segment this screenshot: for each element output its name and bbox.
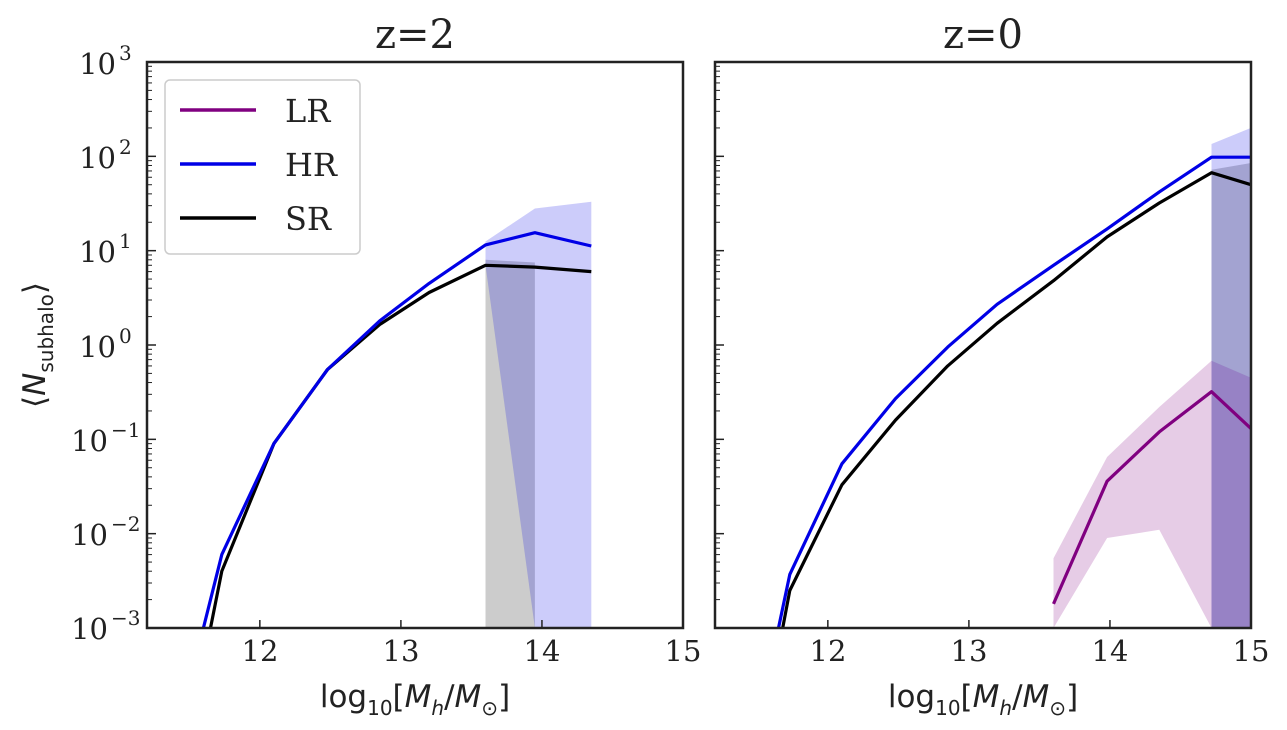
panel-z2-ticks [147, 61, 684, 629]
panel-z0-xlabel: log10[Mh/M⊙] [888, 679, 1078, 720]
ytick-1e2-exp: 2 [119, 135, 132, 159]
ytick-1e3-exp: 3 [119, 41, 132, 65]
panel-z2-ytick-labels: 10 3 10 2 10 1 10 0 10 −1 10 −2 10 −3 [71, 41, 140, 646]
legend: LR HR SR [164, 79, 361, 255]
ytick-1em3-exp: −3 [111, 606, 140, 630]
series-line-sr-panel1 [781, 171, 1251, 628]
panel-z2-lines [201, 231, 592, 628]
ytick-1e1-exp: 1 [119, 229, 132, 253]
panel-z0-ticks [715, 61, 1252, 629]
panel-z2-xlabel: log10[Mh/M⊙] [320, 679, 510, 720]
series-line-hr-panel1 [776, 155, 1251, 628]
band-lr-panel1 [1053, 360, 1251, 628]
ytick-1em3: 10 [71, 612, 108, 646]
ytick-1em2: 10 [71, 518, 108, 552]
panel-z0-lines [776, 155, 1251, 628]
panel-z2-xtick-15: 15 [665, 634, 702, 668]
panel-z2-xtick-12: 12 [242, 634, 279, 668]
panel-z0: z=0 12 13 14 15 log10[Mh/M⊙] [713, 12, 1270, 720]
legend-label-sr: SR [285, 200, 332, 238]
panel-z0-xtick-14: 14 [1092, 634, 1129, 668]
panel-z0-title: z=0 [943, 12, 1023, 58]
series-line-sr-panel0 [208, 263, 592, 628]
series-line-lr-panel1 [1052, 390, 1251, 605]
panel-z0-xtick-15: 15 [1233, 634, 1270, 668]
panel-z2: z=2 12 13 14 15 10 3 10 2 10 1 10 0 10 −… [17, 12, 701, 720]
legend-label-lr: LR [285, 92, 331, 130]
panel-z2-title: z=2 [375, 12, 455, 58]
series-line-hr-panel0 [201, 231, 592, 628]
band-hr-panel1 [1211, 127, 1251, 628]
legend-box [164, 79, 361, 255]
ytick-1em1-exp: −1 [111, 418, 140, 442]
ytick-1em2-exp: −2 [111, 512, 140, 536]
panel-z0-xtick-12: 12 [810, 634, 847, 668]
panel-z2-xtick-14: 14 [524, 634, 561, 668]
band-sr-panel1 [1211, 163, 1251, 628]
ytick-1e2: 10 [79, 141, 116, 175]
ytick-1e1: 10 [79, 235, 116, 269]
band-sr-panel0 [485, 259, 535, 628]
panel-z0-bands [1053, 127, 1251, 628]
ytick-1e3: 10 [79, 47, 116, 81]
panel-z2-bands [485, 201, 592, 628]
panel-z2-xtick-13: 13 [383, 634, 420, 668]
band-hr-panel0 [485, 201, 592, 628]
panel-z0-xtick-13: 13 [951, 634, 988, 668]
ytick-1e0-exp: 0 [119, 324, 132, 348]
ytick-1em1: 10 [71, 424, 108, 458]
legend-label-hr: HR [285, 146, 338, 184]
ytick-1e0: 10 [79, 330, 116, 364]
panel-z2-ylabel: ⟨Nsubhalo⟩ [17, 282, 58, 408]
